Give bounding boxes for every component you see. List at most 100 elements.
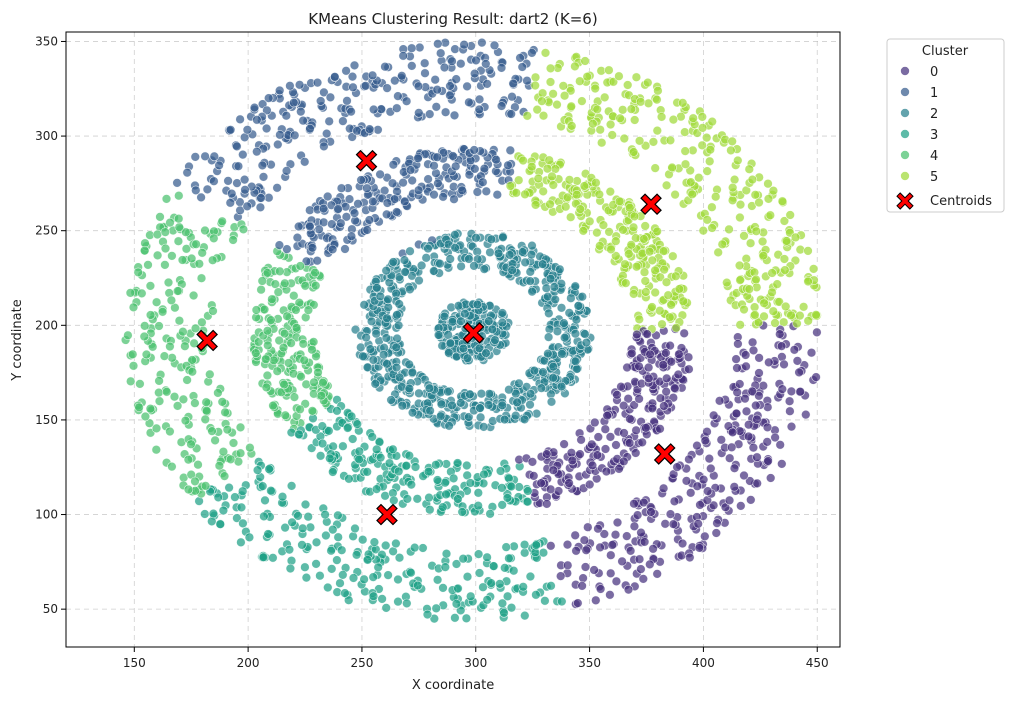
data-point-cluster-0 xyxy=(746,495,756,505)
data-point-cluster-2 xyxy=(497,308,508,318)
data-point-cluster-5 xyxy=(562,192,573,203)
data-point-cluster-5 xyxy=(599,92,610,103)
data-point-cluster-2 xyxy=(475,412,486,422)
data-point-cluster-2 xyxy=(445,338,456,348)
data-point-cluster-0 xyxy=(785,406,795,416)
data-point-cluster-5 xyxy=(702,166,712,176)
data-point-cluster-4 xyxy=(308,337,319,347)
data-point-cluster-0 xyxy=(762,422,773,432)
data-point-cluster-4 xyxy=(313,367,323,378)
data-point-cluster-5 xyxy=(566,121,577,131)
data-point-cluster-5 xyxy=(652,226,662,237)
data-point-cluster-5 xyxy=(786,310,796,320)
data-point-cluster-0 xyxy=(775,329,785,339)
data-point-cluster-3 xyxy=(531,540,541,550)
data-point-cluster-0 xyxy=(762,437,772,447)
data-point-cluster-0 xyxy=(589,565,599,575)
data-point-cluster-5 xyxy=(552,99,562,110)
data-point-cluster-4 xyxy=(160,227,171,237)
legend-marker-centroids xyxy=(896,192,914,210)
data-point-cluster-2 xyxy=(526,249,537,260)
data-point-cluster-1 xyxy=(472,187,483,197)
data-point-cluster-3 xyxy=(373,562,383,572)
data-point-cluster-4 xyxy=(166,295,177,305)
data-point-cluster-5 xyxy=(798,302,809,312)
data-point-cluster-5 xyxy=(652,94,662,105)
data-point-cluster-1 xyxy=(515,53,525,63)
data-point-cluster-5 xyxy=(545,63,556,74)
data-point-cluster-5 xyxy=(628,289,639,299)
data-point-cluster-5 xyxy=(697,112,707,122)
data-point-cluster-1 xyxy=(478,177,488,187)
data-point-cluster-0 xyxy=(674,349,684,359)
data-point-cluster-1 xyxy=(347,71,358,82)
data-point-cluster-4 xyxy=(295,261,305,271)
data-point-cluster-5 xyxy=(790,232,801,243)
data-point-cluster-5 xyxy=(795,310,805,321)
data-point-cluster-0 xyxy=(685,552,695,563)
data-point-cluster-1 xyxy=(457,185,467,196)
data-point-cluster-2 xyxy=(484,316,494,326)
data-point-cluster-2 xyxy=(382,313,392,323)
data-point-cluster-1 xyxy=(232,178,242,188)
data-point-cluster-3 xyxy=(317,438,328,449)
data-point-cluster-5 xyxy=(584,216,595,227)
data-point-cluster-3 xyxy=(422,609,433,620)
data-point-cluster-3 xyxy=(410,462,421,472)
data-point-cluster-5 xyxy=(591,178,601,188)
data-point-cluster-0 xyxy=(694,543,705,553)
data-point-cluster-1 xyxy=(347,132,357,142)
data-point-cluster-1 xyxy=(368,196,378,207)
data-point-cluster-4 xyxy=(280,410,290,420)
data-point-cluster-5 xyxy=(686,177,696,187)
data-point-cluster-5 xyxy=(707,223,717,233)
data-point-cluster-2 xyxy=(556,303,567,313)
data-point-cluster-0 xyxy=(712,518,722,528)
data-point-cluster-5 xyxy=(621,278,631,288)
data-point-cluster-0 xyxy=(579,535,590,545)
data-point-cluster-0 xyxy=(777,384,787,394)
data-point-cluster-3 xyxy=(389,495,399,506)
data-point-cluster-0 xyxy=(566,448,577,458)
data-point-cluster-0 xyxy=(748,442,759,453)
data-point-cluster-1 xyxy=(482,79,492,89)
data-point-cluster-0 xyxy=(618,400,629,411)
data-point-cluster-4 xyxy=(311,280,321,291)
data-point-cluster-5 xyxy=(751,274,761,285)
data-point-cluster-0 xyxy=(625,414,635,424)
data-point-cluster-5 xyxy=(530,72,541,83)
data-point-cluster-0 xyxy=(590,417,600,428)
data-point-cluster-1 xyxy=(432,152,442,162)
data-point-cluster-4 xyxy=(261,382,272,393)
data-point-cluster-4 xyxy=(169,392,180,402)
data-point-cluster-1 xyxy=(305,123,315,134)
data-point-cluster-4 xyxy=(141,349,152,360)
data-point-cluster-4 xyxy=(200,225,210,236)
data-point-cluster-3 xyxy=(218,505,229,516)
data-point-cluster-3 xyxy=(324,426,334,436)
data-point-cluster-0 xyxy=(575,449,585,459)
data-point-cluster-1 xyxy=(282,244,292,254)
data-point-cluster-0 xyxy=(764,357,774,368)
data-point-cluster-5 xyxy=(739,304,749,315)
data-point-cluster-0 xyxy=(612,517,623,528)
data-point-cluster-0 xyxy=(634,394,644,404)
data-point-cluster-5 xyxy=(707,202,717,212)
data-point-cluster-3 xyxy=(348,531,358,541)
data-point-cluster-1 xyxy=(312,256,322,266)
data-point-cluster-0 xyxy=(692,440,702,451)
data-point-cluster-5 xyxy=(629,211,640,222)
data-point-cluster-3 xyxy=(300,499,311,510)
data-point-cluster-5 xyxy=(545,77,556,87)
data-point-cluster-5 xyxy=(634,314,644,324)
data-point-cluster-5 xyxy=(560,202,571,212)
data-point-cluster-3 xyxy=(388,444,398,454)
data-point-cluster-5 xyxy=(671,271,681,281)
data-point-cluster-1 xyxy=(445,81,455,91)
data-point-cluster-3 xyxy=(258,481,268,491)
data-point-cluster-5 xyxy=(626,240,636,250)
data-point-cluster-2 xyxy=(479,264,489,274)
data-point-cluster-0 xyxy=(542,499,552,509)
data-point-cluster-0 xyxy=(587,460,598,471)
data-point-cluster-3 xyxy=(264,464,274,474)
